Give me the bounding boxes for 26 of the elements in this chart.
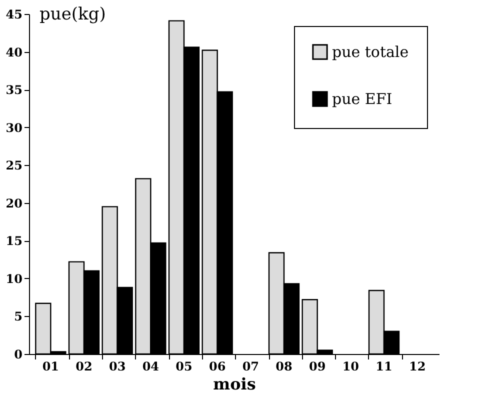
x-tick-label: 06: [208, 360, 226, 374]
x-tick-label: 02: [76, 360, 92, 374]
legend-label: pue EFI: [332, 90, 392, 108]
y-tick-label: 10: [6, 272, 22, 286]
x-tick-label: 10: [342, 360, 360, 374]
y-tick-label: 0: [14, 348, 22, 362]
y-tick-label: 20: [6, 196, 22, 210]
x-tick-label: 04: [142, 360, 160, 374]
y-tick-label: 40: [6, 45, 22, 60]
legend-label: pue totale: [332, 43, 409, 61]
x-tick-label: 09: [308, 360, 326, 374]
y-tick-label: 15: [6, 234, 22, 248]
x-tick-label: 01: [42, 360, 60, 374]
x-tick-label: 11: [376, 360, 392, 374]
x-tick-label: 03: [108, 360, 126, 374]
x-tick-label: 12: [408, 360, 426, 374]
y-tick-label: 45: [6, 8, 22, 22]
y-tick-label: 5: [14, 310, 22, 324]
x-tick-label: 05: [176, 360, 192, 374]
y-tick-label: 35: [6, 83, 22, 98]
y-axis-title: pue(kg): [40, 4, 106, 24]
y-tick-label: 25: [6, 158, 22, 173]
x-tick-label: 08: [276, 360, 292, 374]
x-axis-title: mois: [213, 374, 256, 394]
x-tick-label: 07: [242, 360, 260, 374]
y-tick-label: 30: [6, 120, 22, 135]
